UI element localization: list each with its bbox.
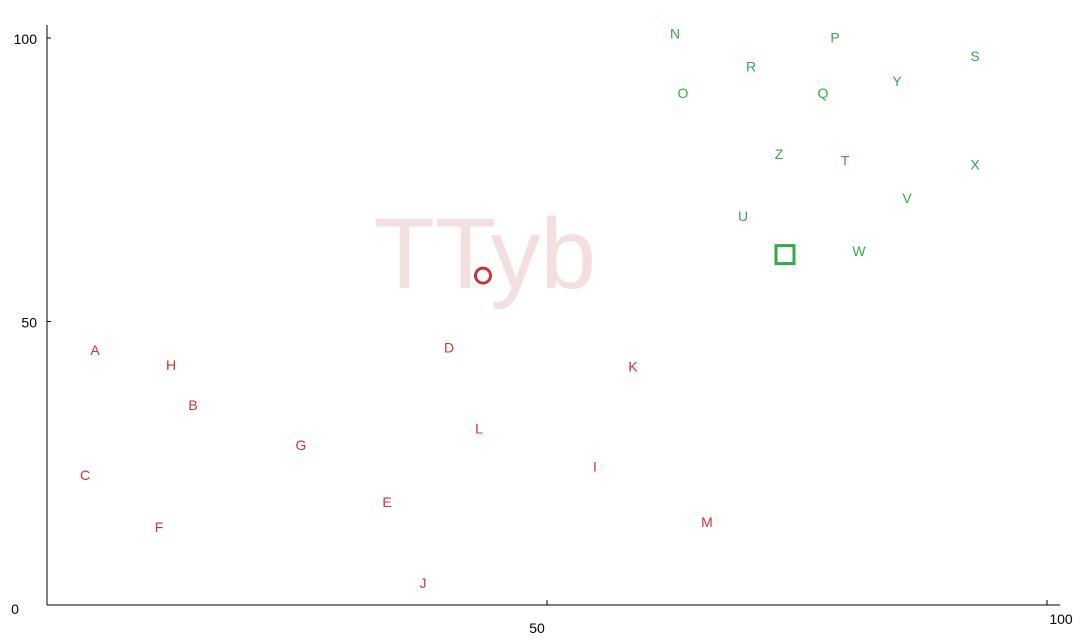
point-label-n: N [670, 25, 680, 41]
point-label-p: P [830, 29, 839, 45]
y-axis-ticks: 50 100 [14, 31, 51, 331]
x-tick-label: 50 [529, 620, 545, 636]
y-tick-label: 100 [14, 31, 38, 47]
point-label-r: R [746, 58, 756, 74]
point-label-l: L [475, 421, 483, 437]
point-label-b: B [188, 397, 197, 413]
point-label-t: T [841, 152, 850, 168]
point-label-v: V [902, 190, 912, 206]
watermark-text: TTyb [374, 198, 596, 310]
point-label-o: O [678, 85, 689, 101]
x-axis-ticks: 0 50 100 [11, 600, 1073, 636]
point-label-u: U [738, 208, 748, 224]
point-label-z: Z [775, 146, 784, 162]
point-label-d: D [444, 340, 454, 356]
point-label-s: S [970, 48, 979, 64]
point-label-x: X [970, 156, 980, 172]
point-label-m: M [701, 514, 713, 530]
point-label-f: F [155, 519, 164, 535]
data-points: A H B G C F D K L I E M J N P R S O Q Y Z T X V U W [80, 25, 980, 590]
point-label-h: H [166, 357, 176, 373]
point-label-k: K [628, 358, 638, 374]
point-label-a: A [90, 342, 100, 358]
circle-marker [474, 266, 492, 285]
x-tick-label: 0 [11, 601, 19, 617]
x-tick-label: 100 [1049, 611, 1073, 627]
point-label-q: Q [818, 85, 829, 101]
point-label-e: E [382, 494, 391, 510]
point-label-w: W [852, 243, 866, 259]
series-markers [474, 244, 796, 285]
square-marker [774, 244, 796, 266]
point-label-y: Y [892, 73, 902, 89]
point-label-j: J [420, 575, 427, 591]
point-label-i: I [593, 459, 597, 475]
y-tick-label: 50 [21, 315, 37, 331]
point-label-g: G [296, 437, 307, 453]
point-label-c: C [80, 467, 90, 483]
